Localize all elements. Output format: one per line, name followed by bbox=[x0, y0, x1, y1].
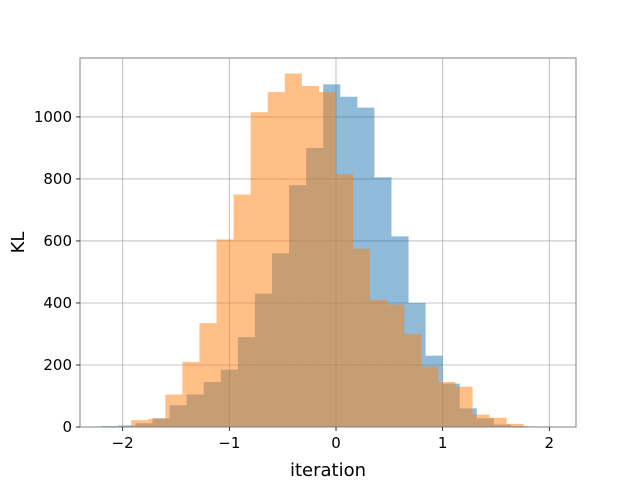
histogram-bar bbox=[165, 394, 183, 427]
x-tick-label: −2 bbox=[112, 434, 134, 452]
histogram-bar bbox=[118, 425, 136, 427]
y-axis-label: KL bbox=[8, 232, 29, 254]
histogram-bar bbox=[318, 92, 336, 427]
x-tick-label: 2 bbox=[545, 434, 555, 452]
histogram-bar bbox=[370, 299, 388, 427]
axis-ticks: −2 −1 0 1 2 0 200 400 600 800 1000 bbox=[34, 108, 554, 452]
x-tick-label: −1 bbox=[218, 434, 240, 452]
histogram-bar bbox=[353, 248, 371, 427]
y-tick-label: 1000 bbox=[34, 108, 72, 126]
x-tick-label: 0 bbox=[331, 434, 341, 452]
histogram-bar bbox=[472, 414, 490, 427]
histogram-bar bbox=[250, 112, 268, 427]
x-axis-label: iteration bbox=[290, 460, 366, 480]
histogram-bar bbox=[301, 85, 319, 427]
histogram-bar bbox=[387, 304, 405, 427]
histogram-bar bbox=[455, 386, 473, 427]
y-tick-label: 200 bbox=[43, 356, 72, 374]
y-tick-label: 800 bbox=[43, 170, 72, 188]
histogram-bar bbox=[336, 174, 354, 427]
histogram-bar bbox=[233, 194, 251, 427]
histogram-series-2 bbox=[114, 73, 541, 427]
histogram-bar bbox=[131, 420, 149, 427]
histogram-bar bbox=[404, 333, 422, 427]
histogram-bar bbox=[421, 366, 439, 427]
histogram-bar bbox=[199, 323, 217, 427]
histogram-bar bbox=[506, 423, 524, 427]
y-tick-label: 0 bbox=[62, 418, 72, 436]
histogram-bar bbox=[216, 239, 234, 427]
histogram-bars bbox=[101, 73, 541, 428]
histogram-bar bbox=[148, 418, 166, 427]
histogram-bar bbox=[182, 361, 200, 427]
histogram-bar bbox=[489, 417, 507, 427]
y-tick-label: 600 bbox=[43, 232, 72, 250]
plot-frame bbox=[79, 57, 577, 428]
y-tick-label: 400 bbox=[43, 294, 72, 312]
histogram-bar bbox=[267, 92, 285, 427]
histogram-bar bbox=[284, 73, 302, 427]
x-tick-label: 1 bbox=[438, 434, 448, 452]
histogram-bar bbox=[438, 382, 456, 427]
